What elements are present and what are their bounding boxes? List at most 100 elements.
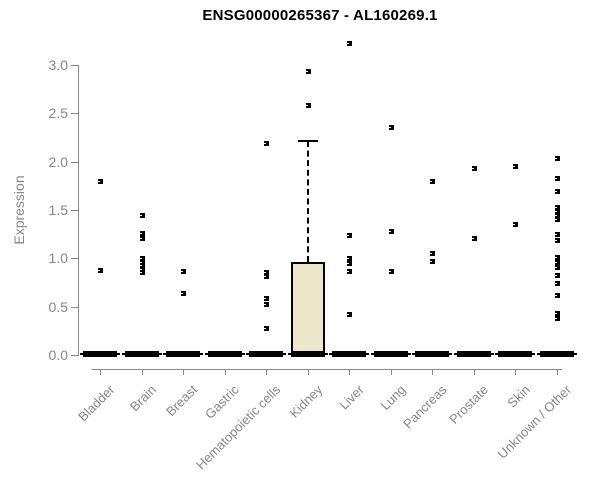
data-point bbox=[347, 233, 352, 239]
data-point bbox=[554, 205, 560, 211]
data-point bbox=[388, 268, 394, 274]
zero-bar-right-nub bbox=[324, 353, 328, 355]
x-tick-label: Bladder bbox=[75, 382, 118, 425]
zero-bar-right-nub bbox=[573, 353, 577, 355]
zero-expression-bar bbox=[415, 351, 449, 357]
y-tick-label: 2.5 bbox=[48, 105, 68, 122]
zero-bar-right-nub bbox=[532, 353, 535, 355]
x-axis-tick bbox=[224, 369, 226, 375]
data-point bbox=[264, 325, 269, 331]
data-point bbox=[430, 178, 435, 184]
data-point bbox=[347, 256, 352, 262]
zero-bar-right-nub bbox=[241, 353, 245, 355]
data-point bbox=[554, 293, 560, 299]
data-point bbox=[139, 263, 145, 269]
chart-title: ENSG00000265367 - AL160269.1 bbox=[202, 7, 438, 24]
zero-bar-left-nub bbox=[246, 353, 249, 355]
x-tick-label: Skin bbox=[504, 382, 533, 411]
x-axis-tick bbox=[515, 369, 516, 375]
data-point bbox=[430, 251, 435, 257]
kidney-whisker-cap bbox=[297, 140, 318, 143]
data-point bbox=[554, 212, 560, 218]
x-axis-tick bbox=[266, 369, 267, 375]
data-point bbox=[554, 272, 560, 278]
zero-expression-bar bbox=[207, 351, 242, 357]
data-point bbox=[139, 256, 145, 262]
zero-expression-bar bbox=[539, 351, 574, 357]
data-point bbox=[264, 141, 269, 147]
data-point bbox=[554, 208, 560, 214]
x-tick-label: Pancreas bbox=[400, 382, 450, 432]
x-axis-tick bbox=[307, 369, 309, 375]
x-tick-label: Gastric bbox=[202, 382, 243, 422]
data-point bbox=[264, 295, 269, 301]
data-point bbox=[471, 236, 477, 242]
zero-bar-right-nub bbox=[366, 353, 369, 355]
data-point bbox=[305, 102, 311, 108]
zero-expression-bar bbox=[249, 351, 283, 357]
data-point bbox=[513, 164, 518, 170]
data-point bbox=[181, 268, 186, 274]
zero-bar-left-nub bbox=[370, 353, 374, 355]
x-axis-tick bbox=[473, 369, 475, 375]
data-point bbox=[554, 232, 560, 238]
kidney-box bbox=[290, 262, 325, 357]
y-axis-tick bbox=[71, 64, 78, 66]
data-point bbox=[305, 68, 311, 74]
data-point bbox=[554, 316, 560, 322]
data-point bbox=[554, 155, 560, 161]
zero-expression-bar bbox=[124, 351, 159, 357]
zero-expression-bar bbox=[498, 351, 532, 357]
y-tick-label: 3.0 bbox=[48, 56, 68, 73]
zero-expression-bar bbox=[456, 351, 491, 357]
data-point bbox=[181, 291, 186, 297]
data-point bbox=[139, 260, 145, 266]
data-point bbox=[264, 301, 269, 307]
y-axis-tick bbox=[71, 161, 78, 163]
x-tick-label: Unknown / Other bbox=[494, 382, 575, 462]
zero-bar-left-nub bbox=[495, 353, 498, 355]
x-axis-tick bbox=[556, 369, 558, 375]
zero-expression-bar bbox=[290, 351, 325, 357]
data-point bbox=[388, 124, 394, 130]
data-point bbox=[554, 237, 560, 243]
zero-bar-left-nub bbox=[163, 353, 166, 355]
x-axis-tick bbox=[183, 369, 184, 375]
data-point bbox=[554, 216, 560, 222]
data-point bbox=[554, 255, 560, 261]
y-axis-tick bbox=[71, 258, 78, 260]
zero-bar-left-nub bbox=[80, 353, 83, 355]
data-point bbox=[139, 266, 145, 272]
y-axis-line bbox=[78, 65, 79, 356]
data-point bbox=[554, 260, 560, 266]
y-axis-label: Expression bbox=[11, 175, 27, 245]
x-tick-label: Brain bbox=[127, 382, 160, 415]
x-axis-line bbox=[92, 369, 562, 370]
data-point bbox=[471, 166, 477, 172]
data-point bbox=[98, 267, 103, 273]
zero-bar-left-nub bbox=[412, 353, 415, 355]
y-axis-tick bbox=[71, 209, 78, 211]
zero-bar-right-nub bbox=[407, 353, 411, 355]
data-point bbox=[554, 281, 560, 287]
x-tick-label: Lung bbox=[377, 382, 409, 414]
y-axis-tick bbox=[71, 355, 78, 356]
kidney-whisker bbox=[306, 141, 309, 263]
data-point bbox=[98, 178, 103, 184]
data-point bbox=[139, 236, 145, 242]
data-point bbox=[388, 229, 394, 235]
zero-bar-left-nub bbox=[536, 353, 540, 355]
y-tick-label: 1.5 bbox=[48, 201, 68, 218]
x-tick-label: Prostate bbox=[446, 382, 492, 427]
zero-bar-right-nub bbox=[200, 353, 203, 355]
data-point bbox=[513, 222, 518, 228]
data-point bbox=[139, 212, 145, 218]
zero-bar-left-nub bbox=[453, 353, 457, 355]
zero-expression-bar bbox=[332, 351, 366, 357]
data-point bbox=[139, 231, 145, 237]
zero-bar-left-nub bbox=[204, 353, 208, 355]
y-tick-label: 0.0 bbox=[48, 347, 68, 363]
zero-bar-right-nub bbox=[490, 353, 494, 355]
data-point bbox=[264, 269, 269, 275]
